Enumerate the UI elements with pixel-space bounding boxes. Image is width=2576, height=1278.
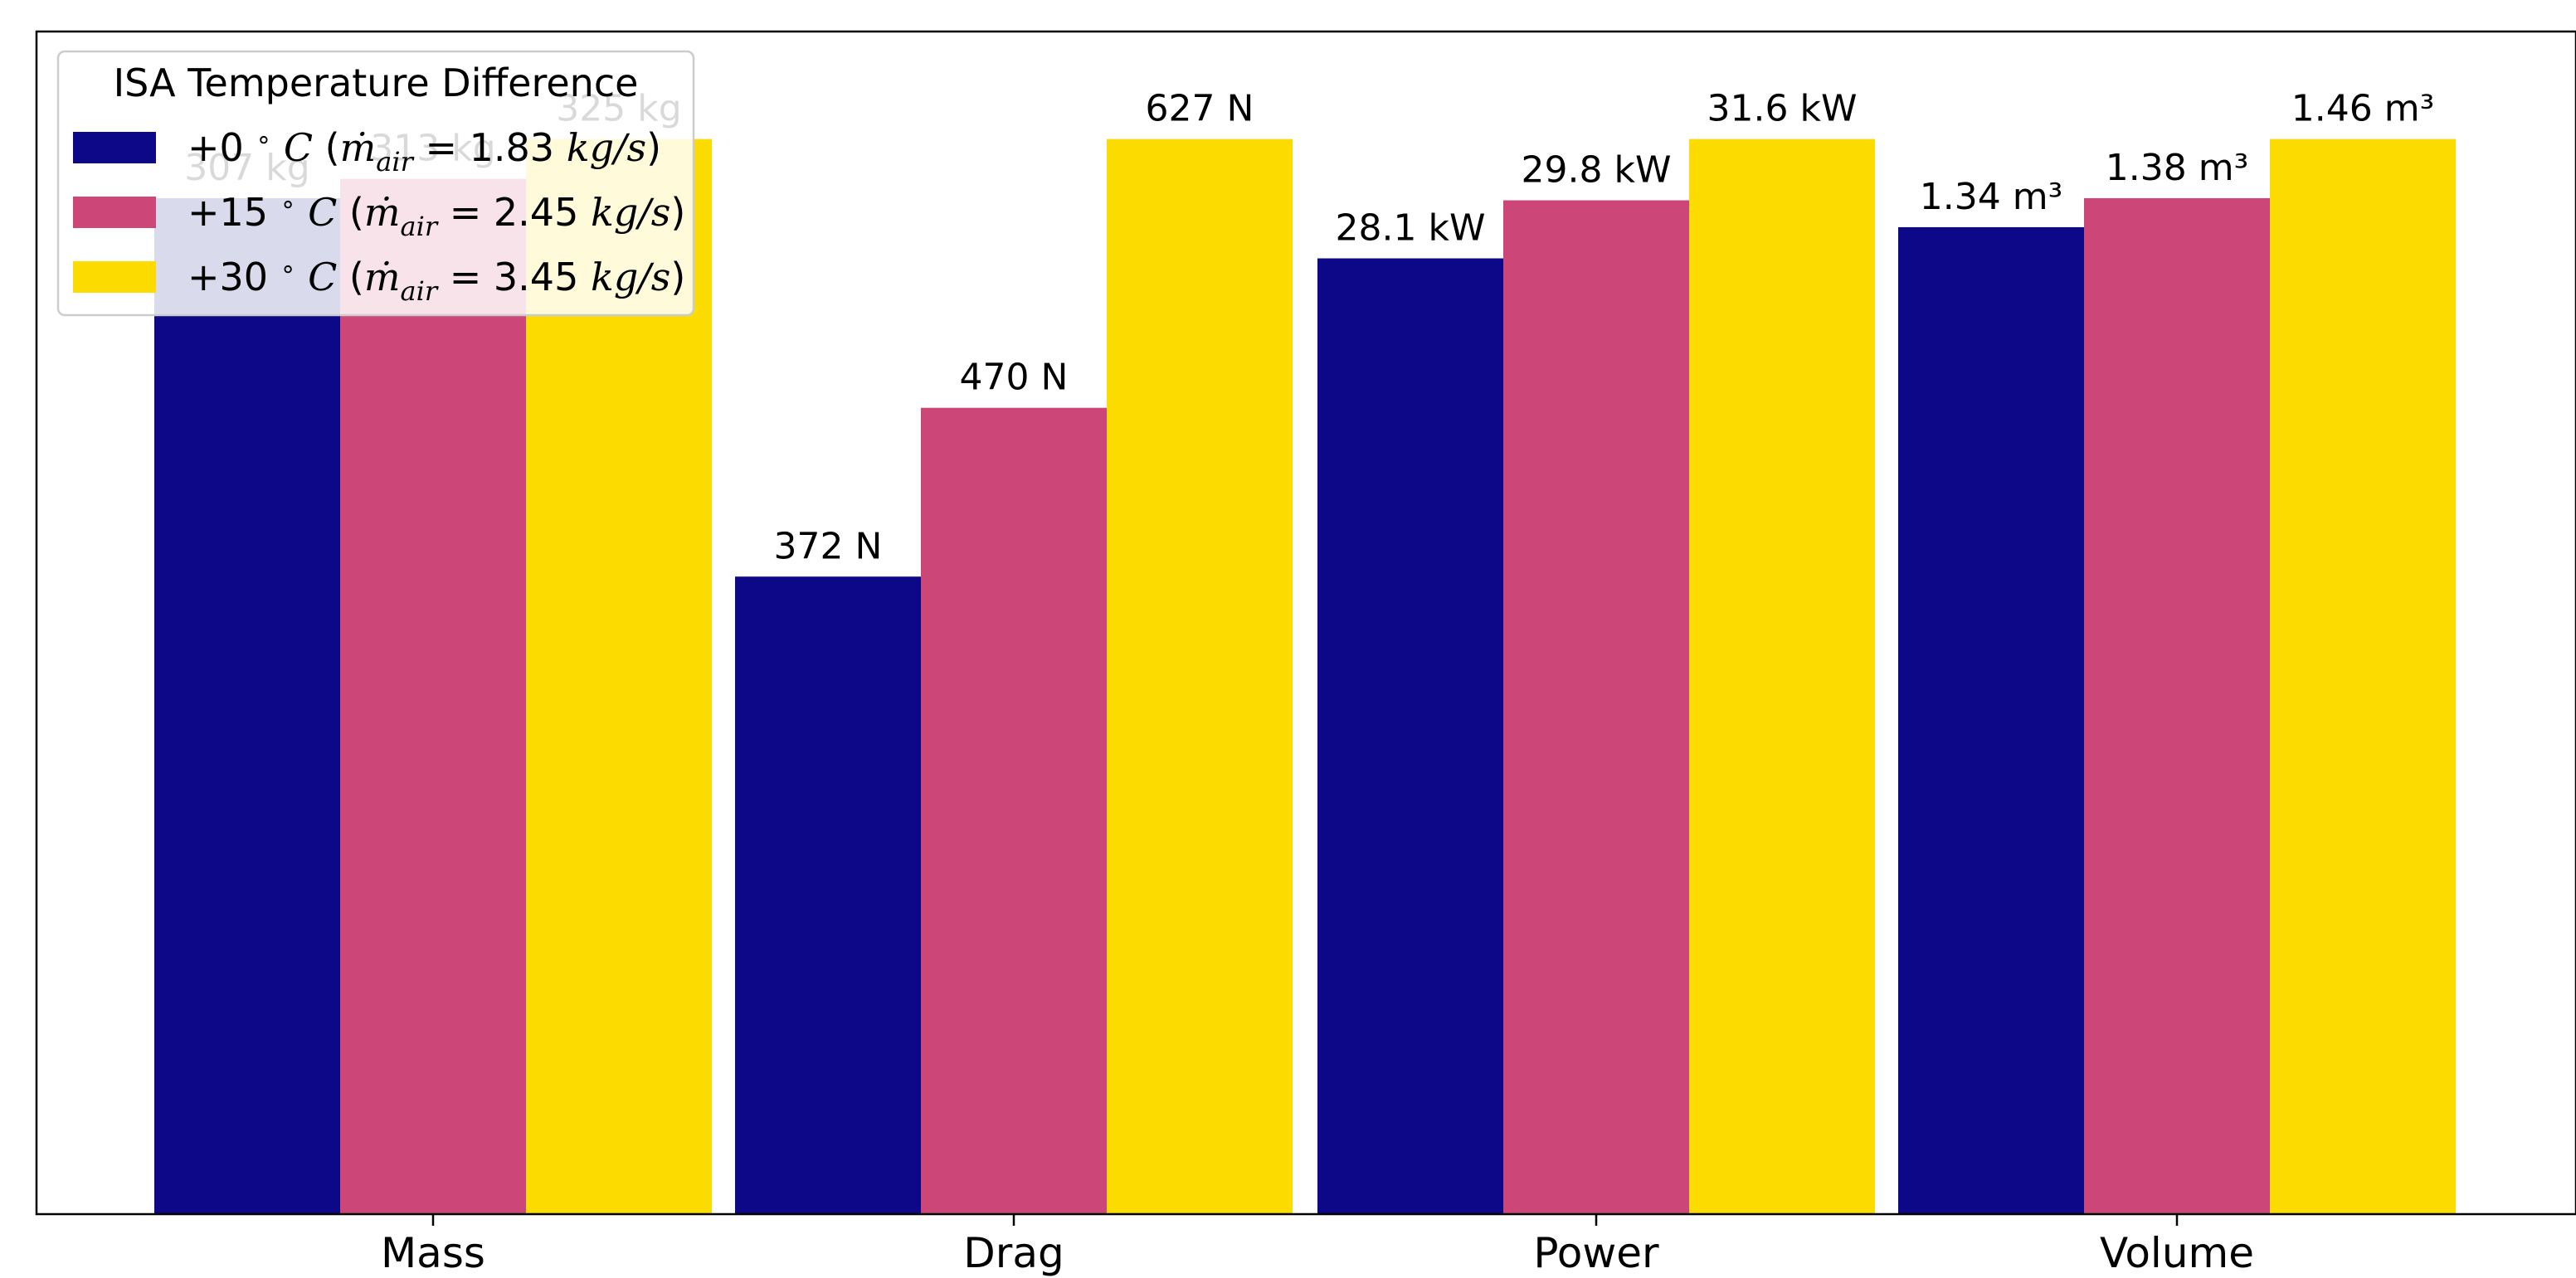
bar-volume-series-1 xyxy=(2084,197,2270,1214)
value-label-power-series-0: 28.1 kW xyxy=(1336,207,1486,250)
x-axis-ticks: Mass Drag Power Volume xyxy=(381,1214,2254,1277)
legend-swatch-series-0 xyxy=(73,132,156,163)
bar-drag-series-2 xyxy=(1107,138,1293,1215)
value-label-volume-series-2: 1.46 m³ xyxy=(2291,88,2434,130)
legend-label-series-1: +15 ∘ C (ṁair = 2.45 kg/s) xyxy=(187,190,685,242)
legend-swatch-series-1 xyxy=(73,197,156,228)
value-label-volume-series-0: 1.34 m³ xyxy=(1920,176,2062,218)
bar-drag-series-1 xyxy=(921,407,1107,1214)
bar-mass-series-1 xyxy=(340,178,526,1215)
x-tick-label-power: Power xyxy=(1533,1229,1659,1277)
legend-label-series-0: +0 ∘ C (ṁair = 1.83 kg/s) xyxy=(187,125,661,177)
legend-label-series-2: +30 ∘ C (ṁair = 3.45 kg/s) xyxy=(187,255,685,307)
value-label-volume-series-1: 1.38 m³ xyxy=(2106,147,2248,189)
plot-area-frame xyxy=(35,30,2576,1216)
legend-box xyxy=(56,50,695,317)
bar-drag-series-0 xyxy=(735,576,921,1214)
value-label-drag-series-0: 372 N xyxy=(774,525,883,567)
value-label-drag-series-1: 470 N xyxy=(960,357,1069,399)
legend: ISA Temperature Difference +0 ∘ C (ṁair =… xyxy=(56,50,695,317)
bar-mass-series-0 xyxy=(154,197,340,1214)
legend-swatch-series-2 xyxy=(73,261,156,293)
legend-title: ISA Temperature Difference xyxy=(114,61,639,105)
x-tick-label-drag: Drag xyxy=(963,1229,1064,1277)
bar-volume-series-0 xyxy=(1898,226,2084,1214)
bar-power-series-1 xyxy=(1503,200,1689,1215)
value-label-power-series-2: 31.6 kW xyxy=(1707,88,1858,130)
x-tick-label-mass: Mass xyxy=(381,1229,485,1277)
bar-power-series-0 xyxy=(1317,258,1503,1214)
bars-group xyxy=(154,138,2456,1215)
value-label-drag-series-2: 627 N xyxy=(1146,88,1254,130)
value-label-power-series-1: 29.8 kW xyxy=(1522,149,1672,192)
x-tick-label-volume: Volume xyxy=(2100,1229,2254,1277)
bar-volume-series-2 xyxy=(2270,138,2456,1215)
bar-mass-series-2 xyxy=(526,138,712,1215)
bar-power-series-2 xyxy=(1689,138,1875,1215)
